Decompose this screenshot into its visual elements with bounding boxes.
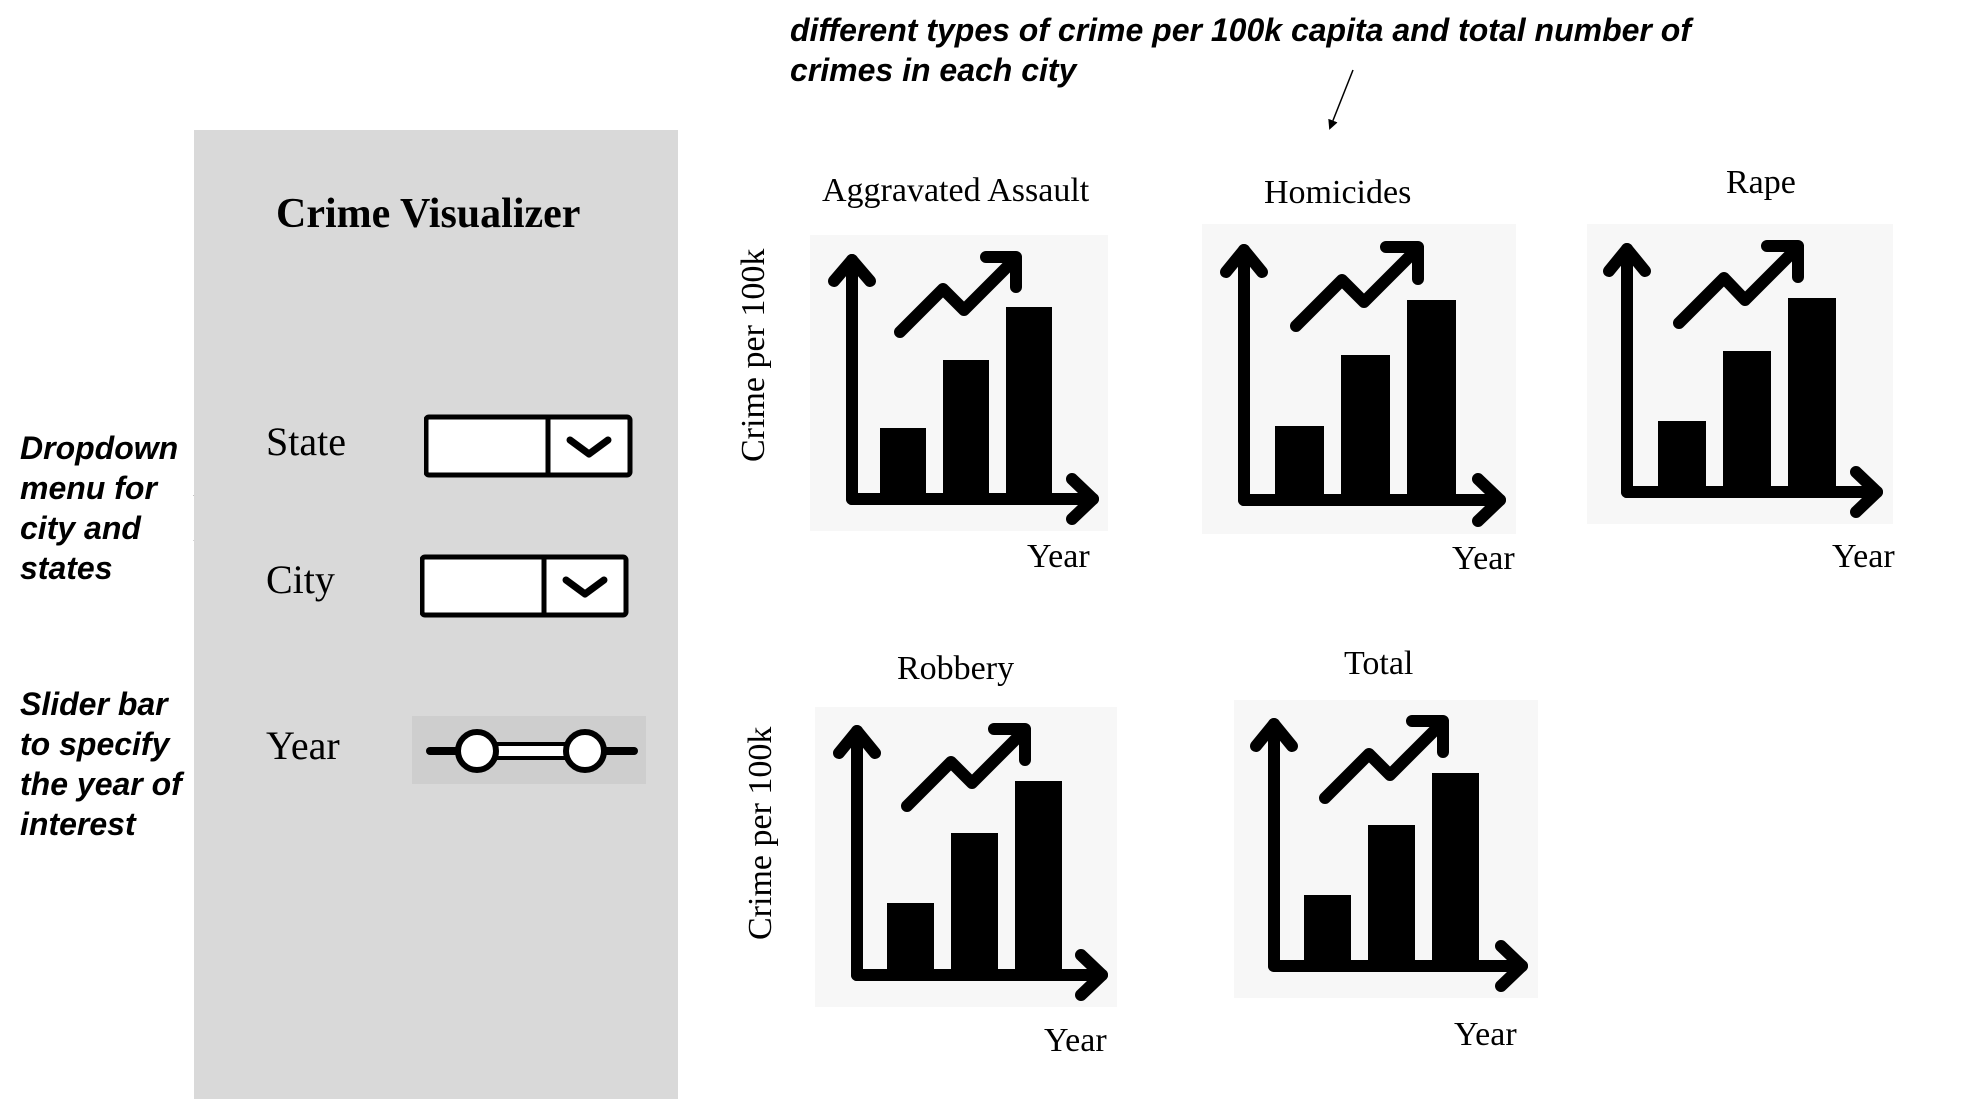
- city-label: City: [266, 557, 335, 602]
- bar-chart-trend-icon: [815, 707, 1117, 1007]
- bar-chart-trend-icon: [810, 235, 1108, 531]
- plot-title-aggravated-assault: Aggravated Assault: [822, 172, 1090, 209]
- slider-annotation-line: to specify: [20, 726, 170, 762]
- x-axis-label-total: Year: [1454, 1016, 1517, 1053]
- slider-handle-end: [563, 729, 607, 773]
- slider-handle-start: [455, 729, 499, 773]
- dropdown-annotation-line: city and: [20, 510, 141, 546]
- chevron-down-icon: [566, 436, 612, 458]
- app-title: Crime Visualizer: [276, 191, 581, 237]
- chart-placeholder-homicides: [1202, 224, 1516, 534]
- top-annotation-line-1: different types of crime per 100k capita…: [790, 12, 1691, 48]
- bar-chart-trend-icon: [1587, 224, 1893, 524]
- chart-placeholder-aggravated-assault: [810, 235, 1108, 531]
- state-dropdown[interactable]: [424, 414, 634, 478]
- chart-placeholder-rape: [1587, 224, 1893, 524]
- x-axis-label-homicides: Year: [1452, 540, 1515, 577]
- y-axis-label-row-1: Crime per 100k: [735, 248, 772, 462]
- year-range-slider[interactable]: [412, 716, 646, 784]
- x-axis-label-robbery: Year: [1044, 1022, 1107, 1059]
- x-axis-label-aggravated-assault: Year: [1027, 538, 1090, 575]
- chevron-down-icon: [562, 576, 608, 598]
- plot-title-homicides: Homicides: [1264, 174, 1412, 211]
- range-slider-icon: [426, 729, 638, 773]
- top-arrow: [1328, 69, 1354, 130]
- chart-placeholder-robbery: [815, 707, 1117, 1007]
- year-label: Year: [266, 723, 340, 768]
- slider-annotation-line: Slider bar: [20, 686, 168, 722]
- state-label: State: [266, 419, 346, 464]
- dropdown-annotation: Dropdown menu for city and states: [20, 428, 178, 588]
- city-dropdown[interactable]: [420, 554, 630, 618]
- dropdown-annotation-line: menu for: [20, 470, 157, 506]
- slider-annotation-line: interest: [20, 806, 136, 842]
- dropdown-annotation-line: states: [20, 550, 113, 586]
- dropdown-annotation-line: Dropdown: [20, 430, 179, 466]
- chart-placeholder-total: [1234, 700, 1538, 998]
- slider-annotation-line: the year of: [20, 766, 182, 802]
- y-axis-label-row-2: Crime per 100k: [742, 726, 779, 940]
- plot-title-total: Total: [1344, 645, 1414, 682]
- plot-title-robbery: Robbery: [897, 650, 1015, 687]
- bar-chart-trend-icon: [1234, 700, 1538, 998]
- slider-annotation: Slider bar to specify the year of intere…: [20, 684, 182, 844]
- bar-chart-trend-icon: [1202, 224, 1516, 534]
- top-annotation-line-2: crimes in each city: [790, 52, 1077, 88]
- top-annotation: different types of crime per 100k capita…: [790, 10, 1790, 90]
- plot-title-rape: Rape: [1726, 164, 1796, 201]
- x-axis-label-rape: Year: [1832, 538, 1895, 575]
